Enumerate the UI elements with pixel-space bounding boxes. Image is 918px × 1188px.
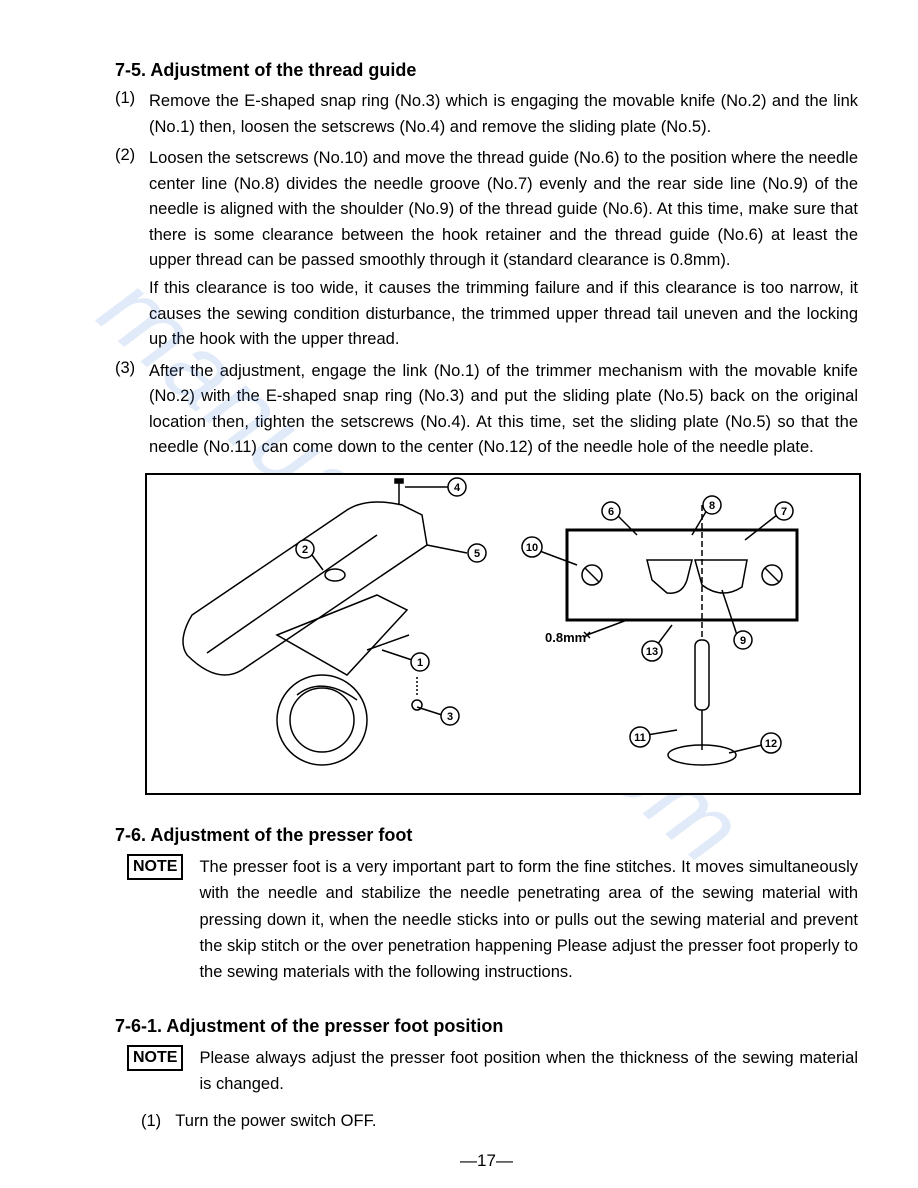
note-row: NOTE The presser foot is a very importan… xyxy=(127,854,858,986)
heading-7-5: 7-5. Adjustment of the thread guide xyxy=(115,60,858,81)
page: manualshive.com 7-5. Adjustment of the t… xyxy=(0,0,918,1188)
note-label: NOTE xyxy=(127,1045,183,1071)
list-para: Turn the power switch OFF. xyxy=(175,1112,376,1130)
note-body: Please always adjust the presser foot po… xyxy=(199,1045,858,1098)
list-para: After the adjustment, engage the link (N… xyxy=(149,359,858,461)
page-number: —17— xyxy=(115,1151,858,1171)
list-item: (2) Loosen the setscrews (No.10) and mov… xyxy=(115,146,858,355)
note-label: NOTE xyxy=(127,854,183,880)
list-body: Remove the E-shaped snap ring (No.3) whi… xyxy=(149,89,858,142)
list-marker: (2) xyxy=(115,146,149,355)
callout-1: 1 xyxy=(417,657,423,669)
technical-diagram: 4 5 2 1 3 10 6 8 xyxy=(147,475,859,793)
callout-12: 12 xyxy=(765,738,777,750)
list-item: (1) Turn the power switch OFF. xyxy=(141,1112,858,1131)
callout-4: 4 xyxy=(454,482,461,494)
list-para: Remove the E-shaped snap ring (No.3) whi… xyxy=(149,89,858,140)
list-para: Loosen the setscrews (No.10) and move th… xyxy=(149,146,858,274)
list-item: (3) After the adjustment, engage the lin… xyxy=(115,359,858,463)
heading-7-6-1: 7-6-1. Adjustment of the presser foot po… xyxy=(115,1016,858,1037)
callout-6: 6 xyxy=(608,506,614,518)
callout-7: 7 xyxy=(781,506,787,518)
section-7-6: 7-6. Adjustment of the presser foot NOTE… xyxy=(115,825,858,986)
callout-11: 11 xyxy=(634,732,646,744)
callout-8: 8 xyxy=(709,500,715,512)
callout-9: 9 xyxy=(740,635,746,647)
callout-3: 3 xyxy=(447,711,453,723)
heading-7-6: 7-6. Adjustment of the presser foot xyxy=(115,825,858,846)
list-7-5: (1) Remove the E-shaped snap ring (No.3)… xyxy=(115,89,858,463)
list-body: After the adjustment, engage the link (N… xyxy=(149,359,858,463)
callout-13: 13 xyxy=(646,646,658,658)
list-marker: (1) xyxy=(141,1112,171,1131)
note-body: The presser foot is a very important par… xyxy=(199,854,858,986)
callout-5: 5 xyxy=(474,548,480,560)
list-para: If this clearance is too wide, it causes… xyxy=(149,276,858,353)
list-marker: (3) xyxy=(115,359,149,463)
callout-10: 10 xyxy=(526,542,538,554)
list-marker: (1) xyxy=(115,89,149,142)
section-7-6-1: 7-6-1. Adjustment of the presser foot po… xyxy=(115,1016,858,1131)
section-7-5: 7-5. Adjustment of the thread guide (1) … xyxy=(115,60,858,463)
dim-label: 0.8mm xyxy=(545,630,586,645)
diagram-box: 4 5 2 1 3 10 6 8 xyxy=(145,473,861,795)
callout-2: 2 xyxy=(302,544,308,556)
list-item: (1) Remove the E-shaped snap ring (No.3)… xyxy=(115,89,858,142)
note-row: NOTE Please always adjust the presser fo… xyxy=(127,1045,858,1098)
list-body: Loosen the setscrews (No.10) and move th… xyxy=(149,146,858,355)
